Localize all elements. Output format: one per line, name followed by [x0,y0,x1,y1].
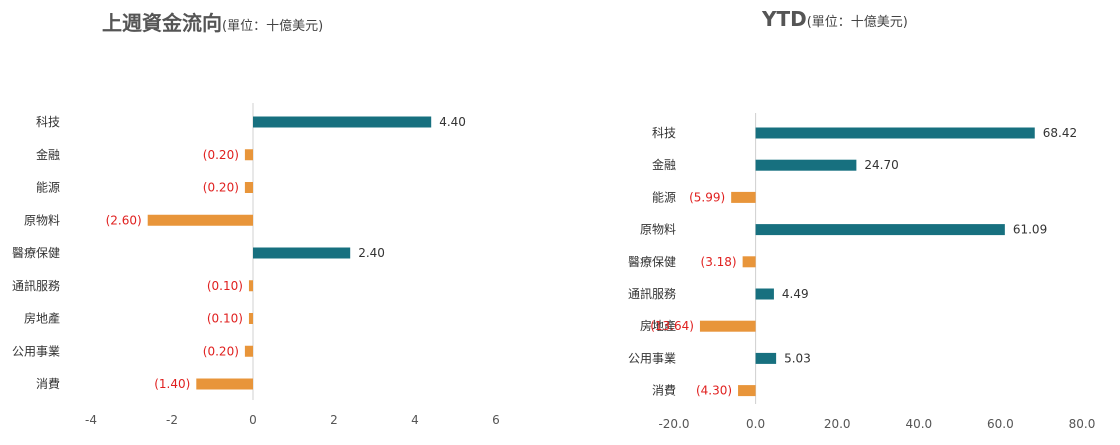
value-label: (3.18) [701,255,737,269]
bar [244,345,253,357]
category-label: 消費 [652,383,676,398]
category-label: 金融 [652,157,676,172]
x-tick-label: 0 [249,413,257,427]
category-label: 公用事業 [12,344,60,358]
bar [248,313,253,324]
x-tick-label: -4 [85,413,97,427]
weekly-flow-svg: 上週資金流向(單位：十億美元) 科技 4.40 金融 (0.20) 能源 (0.20) 原物… [12,11,500,427]
value-label: (0.20) [203,181,239,195]
category-label: 能源 [36,181,60,195]
bar [253,247,351,259]
value-label: 68.42 [1043,126,1077,140]
chart-title: YTD(單位：十億美元) [761,7,908,31]
value-label: 4.40 [439,115,466,129]
x-tick-label: 20.0 [824,417,851,431]
value-label: (1.40) [154,377,190,391]
bar [755,224,1005,236]
value-label: 61.09 [1013,223,1047,237]
category-label: 醫療保健 [628,255,676,269]
chart-title: 上週資金流向(單位：十億美元) [102,11,323,35]
bar [244,182,253,193]
bar [755,352,777,364]
category-label: 金融 [36,147,60,162]
x-tick-label: 60.0 [987,417,1014,431]
weekly-flow-chart: 上週資金流向(單位：十億美元) 科技 4.40 金融 (0.20) 能源 (0.20) 原物… [12,11,500,427]
bar [755,159,857,171]
bar [755,127,1035,139]
category-label: 原物料 [24,213,60,227]
chart-title-unit: (單位：十億美元) [807,14,908,30]
category-label: 醫療保健 [12,246,60,260]
bar [755,288,774,300]
value-label: (4.30) [696,384,732,398]
value-label: 2.40 [358,246,385,260]
category-label: 公用事業 [628,351,676,365]
ytd-flow-svg: YTD(單位：十億美元) 科技 68.42 金融 24.70 能源 (5.99) 原物料 61… [628,7,1096,431]
category-label: 通訊服務 [12,278,60,293]
value-label: 5.03 [784,351,811,365]
category-label: 能源 [652,190,676,204]
bar [244,149,253,161]
bar [742,256,756,268]
x-tick-label: 80.0 [1069,417,1096,431]
category-label: 房地產 [640,318,676,333]
category-label: 通訊服務 [628,286,676,301]
x-tick-label: 6 [492,413,500,427]
category-label: 消費 [36,376,60,391]
bar [253,116,432,128]
x-tick-label: -20.0 [658,417,689,431]
bar [147,214,253,226]
value-label: (0.20) [203,344,239,358]
chart-title-main: YTD [761,7,807,31]
x-tick-label: -2 [166,413,178,427]
chart-title-unit: (單位：十億美元) [222,18,323,34]
category-label: 房地產 [24,311,60,326]
bar [699,320,756,332]
x-tick-label: 2 [330,413,338,427]
value-label: (13.64) [650,319,694,333]
category-label: 科技 [36,115,60,129]
value-label: (0.10) [207,312,243,326]
bar [731,191,756,203]
x-tick-label: 0.0 [746,417,765,431]
value-label: 24.70 [864,158,898,172]
category-label: 科技 [652,126,676,140]
bar [196,378,253,390]
bar [738,385,756,397]
x-tick-label: 40.0 [905,417,932,431]
value-label: (5.99) [689,190,725,204]
ytd-flow-chart: YTD(單位：十億美元) 科技 68.42 金融 24.70 能源 (5.99) 原物料 61… [560,0,1120,445]
value-label: (0.20) [203,148,239,162]
value-label: (2.60) [106,213,142,227]
value-label: (0.10) [207,279,243,293]
category-label: 原物料 [640,223,676,237]
x-tick-label: 4 [411,413,419,427]
value-label: 4.49 [782,287,809,301]
bar [248,280,253,292]
chart-title-main: 上週資金流向 [102,11,222,35]
